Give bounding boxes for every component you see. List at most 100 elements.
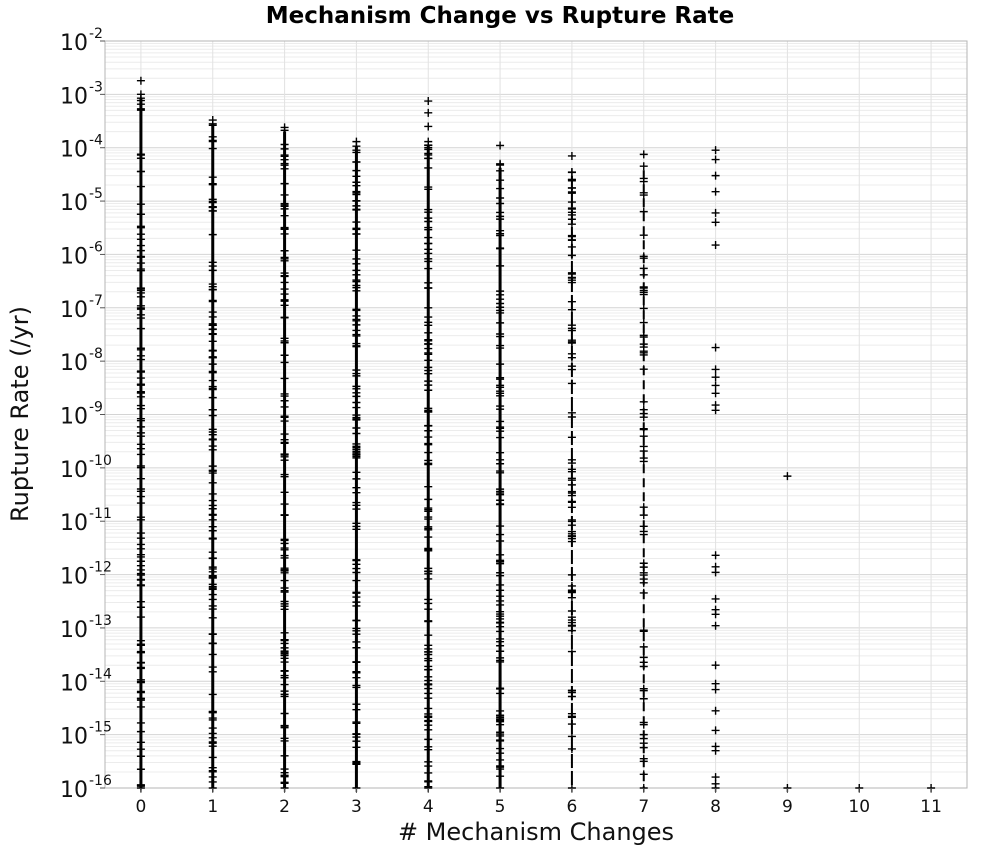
data-point — [424, 522, 433, 531]
data-point — [496, 208, 505, 217]
data-point — [496, 433, 505, 442]
data-point — [280, 576, 289, 585]
data-point — [567, 570, 576, 579]
data-point — [352, 342, 361, 351]
data-point — [208, 360, 217, 369]
y-tick-base: 10 — [60, 778, 88, 803]
data-point — [639, 264, 648, 273]
y-tick-label: 10 -4 — [60, 133, 103, 163]
x-tick-label: 11 — [920, 797, 942, 817]
data-point — [280, 602, 289, 611]
y-tick-label: 10 -16 — [60, 773, 112, 803]
data-point — [208, 613, 217, 622]
y-tick-exponent: -11 — [89, 506, 112, 522]
data-point — [496, 571, 505, 580]
data-point — [496, 749, 505, 758]
data-point — [711, 610, 720, 619]
data-point — [639, 571, 648, 580]
data-point — [711, 365, 720, 374]
data-points — [136, 76, 936, 792]
data-point — [496, 332, 505, 341]
data-point — [496, 417, 505, 426]
data-point — [639, 365, 648, 374]
data-point — [639, 432, 648, 441]
grid-lines — [105, 40, 967, 789]
y-tick-exponent: -4 — [89, 133, 103, 149]
data-point — [208, 202, 217, 211]
data-point — [136, 765, 145, 774]
data-point — [711, 343, 720, 352]
data-point — [208, 753, 217, 762]
data-point — [567, 459, 576, 468]
data-point — [208, 714, 217, 723]
data-point — [208, 724, 217, 733]
data-point — [352, 568, 361, 577]
data-point — [639, 684, 648, 693]
y-tick-label: 10 -13 — [60, 613, 112, 643]
data-point — [639, 530, 648, 539]
data-point — [424, 631, 433, 640]
data-point — [424, 482, 433, 491]
data-point — [496, 557, 505, 566]
data-point — [208, 296, 217, 305]
data-point — [136, 404, 145, 413]
data-point — [208, 312, 217, 321]
x-tick-label: 6 — [567, 797, 578, 817]
y-tick-base: 10 — [60, 458, 88, 483]
data-point — [639, 304, 648, 313]
data-point — [639, 424, 648, 433]
data-point — [280, 438, 289, 447]
data-point — [280, 500, 289, 509]
data-point — [424, 137, 433, 146]
data-point — [136, 499, 145, 508]
data-point — [352, 281, 361, 290]
data-point — [208, 266, 217, 275]
data-point — [567, 474, 576, 483]
data-point — [208, 337, 217, 346]
data-point — [639, 563, 648, 572]
data-point — [496, 522, 505, 531]
data-point — [352, 166, 361, 175]
data-point — [208, 563, 217, 572]
data-point — [280, 374, 289, 383]
data-point — [639, 454, 648, 463]
y-tick-exponent: -15 — [89, 720, 112, 736]
data-point — [352, 259, 361, 268]
data-point — [208, 515, 217, 524]
data-point — [424, 145, 433, 154]
data-point — [352, 681, 361, 690]
data-point — [567, 621, 576, 630]
data-point — [352, 616, 361, 625]
data-point — [208, 173, 217, 182]
data-point — [567, 353, 576, 362]
data-point — [136, 702, 145, 711]
data-point — [208, 368, 217, 377]
data-point — [136, 167, 145, 176]
data-point — [496, 607, 505, 616]
data-point — [711, 746, 720, 755]
data-point — [280, 673, 289, 682]
data-point — [352, 576, 361, 585]
data-point — [639, 397, 648, 406]
data-point — [567, 175, 576, 184]
data-point — [136, 727, 145, 736]
data-point — [711, 208, 720, 217]
data-point — [136, 641, 145, 650]
data-point — [496, 424, 505, 433]
data-point — [208, 382, 217, 391]
data-point — [424, 163, 433, 172]
data-point — [639, 442, 648, 451]
data-point — [352, 392, 361, 401]
x-tick-label: 4 — [423, 797, 434, 817]
data-point — [136, 151, 145, 160]
y-tick-base: 10 — [60, 618, 88, 643]
x-tick-label: 3 — [351, 797, 362, 817]
data-point — [280, 123, 289, 132]
data-point — [280, 297, 289, 306]
data-point — [208, 346, 217, 355]
data-point — [496, 614, 505, 623]
data-point — [567, 232, 576, 241]
data-point — [352, 246, 361, 255]
data-point — [424, 768, 433, 777]
data-point — [496, 765, 505, 774]
